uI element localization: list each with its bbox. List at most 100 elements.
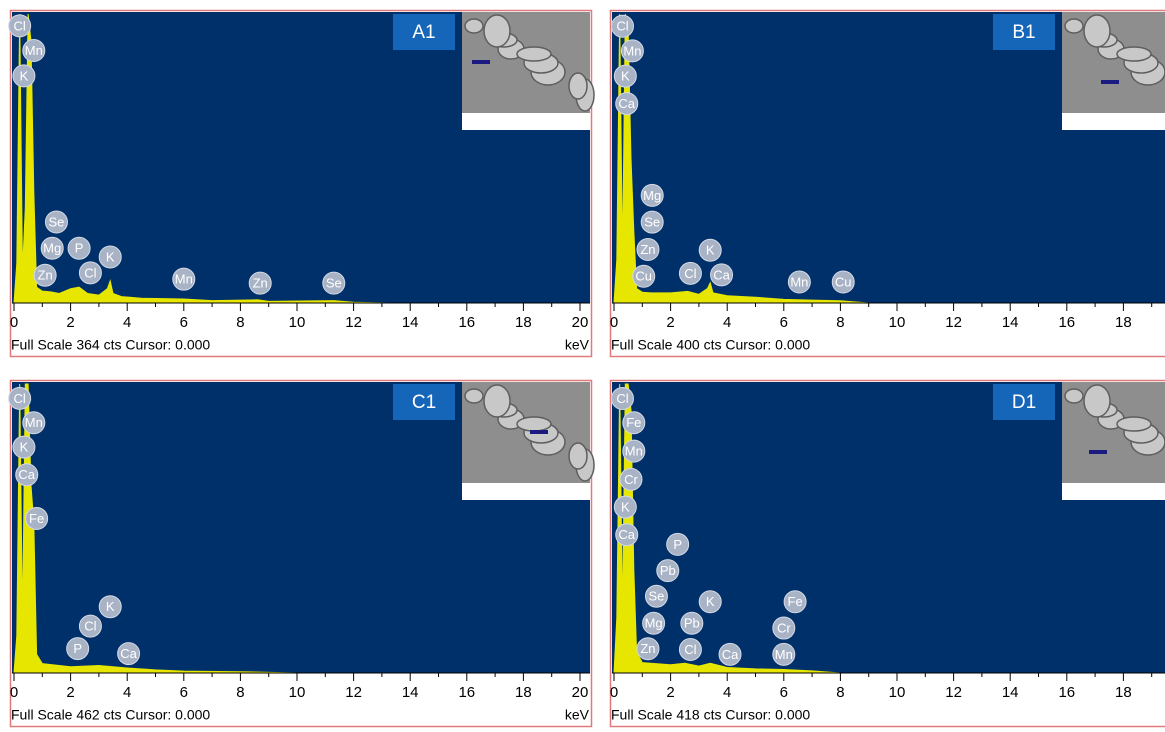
x-tick-label: 16: [458, 684, 475, 701]
x-tick-label: 6: [780, 314, 788, 331]
x-tick-label: 2: [666, 314, 674, 331]
element-label: Ca: [618, 527, 635, 542]
x-tick-label: 14: [402, 684, 419, 701]
element-label: Pb: [660, 563, 676, 578]
element-label: Mn: [25, 43, 43, 58]
sem-caption: [1062, 483, 1165, 500]
x-tick-label: 14: [1002, 314, 1019, 331]
element-label: Mn: [175, 272, 193, 287]
element-label: P: [673, 537, 682, 552]
footer: Full Scale 462 cts Cursor: 0.000: [11, 707, 210, 723]
x-tick-label: 20: [572, 314, 589, 331]
element-label: Ca: [713, 267, 730, 282]
element-label: Se: [326, 276, 342, 291]
element-label: Fe: [626, 415, 641, 430]
element-label: Se: [644, 215, 660, 230]
element-label: Ca: [722, 647, 739, 662]
x-tick-label: 0: [10, 314, 18, 331]
x-tick-label: 14: [402, 314, 419, 331]
x-tick-label: 8: [836, 314, 844, 331]
x-tick-label: 10: [289, 684, 306, 701]
x-tick-label: 18: [515, 684, 532, 701]
element-label: Cl: [14, 391, 26, 406]
element-label: K: [706, 243, 715, 258]
x-tick-label: 10: [889, 314, 906, 331]
element-label: Mg: [645, 616, 663, 631]
x-tick-label: 0: [610, 684, 618, 701]
x-tick-label: 12: [945, 684, 962, 701]
element-label: K: [20, 68, 29, 83]
panel-label: C1: [412, 392, 436, 413]
x-axis-label: keV: [565, 337, 590, 353]
x-tick-label: 4: [723, 684, 731, 701]
element-label: P: [73, 641, 82, 656]
x-tick-label: 18: [1115, 314, 1132, 331]
x-tick-label: 2: [66, 684, 74, 701]
x-tick-label: 6: [180, 314, 188, 331]
element-label: Ca: [120, 646, 137, 661]
sem-caption: [462, 483, 590, 500]
footer: Full Scale 400 cts Cursor: 0.000: [611, 337, 810, 353]
element-label: Cl: [616, 391, 628, 406]
element-label: K: [106, 249, 115, 264]
x-tick-label: 4: [723, 314, 731, 331]
element-label: Cl: [684, 266, 696, 281]
x-tick-label: 10: [289, 314, 306, 331]
x-tick-label: 12: [345, 314, 362, 331]
element-label: Fe: [788, 594, 803, 609]
element-label: Zn: [640, 641, 655, 656]
spectrum-panel: D102468101214161820Full Scale 418 cts Cu…: [610, 381, 1165, 727]
element-label: P: [75, 241, 84, 256]
element-label: Cr: [777, 620, 791, 635]
element-label: K: [706, 594, 715, 609]
element-label: Mn: [25, 415, 43, 430]
x-tick-label: 0: [10, 684, 18, 701]
element-label: Cl: [684, 642, 696, 657]
element-label: Cl: [84, 619, 96, 634]
element-label: Se: [48, 214, 64, 229]
element-label: Zn: [253, 276, 268, 291]
element-label: Ca: [18, 467, 35, 482]
element-label: Cu: [835, 274, 852, 289]
x-tick-label: 8: [236, 684, 244, 701]
spectrum-panel: B102468101214161820Full Scale 400 cts Cu…: [610, 11, 1165, 357]
footer: Full Scale 418 cts Cursor: 0.000: [611, 707, 810, 723]
page: {"chart_data": [ {"type": "line", "title…: [0, 0, 1165, 732]
x-tick-label: 8: [836, 684, 844, 701]
element-label: Mn: [625, 444, 643, 459]
element-label: Cl: [84, 265, 96, 280]
panel-label: A1: [412, 22, 435, 43]
element-label: Fe: [29, 511, 44, 526]
element-label: Cr: [624, 472, 638, 487]
x-tick-label: 16: [458, 314, 475, 331]
element-label: K: [106, 599, 115, 614]
element-label: K: [621, 500, 630, 515]
element-label: Ca: [618, 96, 635, 111]
element-label: Zn: [640, 242, 655, 257]
x-tick-label: 0: [610, 314, 618, 331]
x-tick-label: 12: [345, 684, 362, 701]
element-label: Cu: [635, 269, 652, 284]
element-label: Pb: [684, 616, 700, 631]
element-label: Cl: [616, 19, 628, 34]
element-label: Mg: [643, 188, 661, 203]
element-label: Zn: [38, 268, 53, 283]
element-label: K: [20, 440, 29, 455]
x-tick-label: 18: [515, 314, 532, 331]
element-label: Cl: [14, 18, 26, 33]
element-label: Se: [648, 589, 664, 604]
panel-label: B1: [1012, 22, 1035, 43]
x-axis-label: keV: [565, 707, 590, 723]
element-label: Mn: [790, 274, 808, 289]
x-tick-label: 16: [1058, 684, 1075, 701]
x-tick-label: 6: [780, 684, 788, 701]
footer: Full Scale 364 cts Cursor: 0.000: [11, 337, 210, 353]
figure: A102468101214161820Full Scale 364 cts Cu…: [0, 0, 1165, 732]
element-label: Mg: [43, 241, 61, 256]
element-label: Mn: [623, 43, 641, 58]
x-tick-label: 2: [666, 684, 674, 701]
x-tick-label: 14: [1002, 684, 1019, 701]
x-tick-label: 4: [123, 314, 131, 331]
x-tick-label: 8: [236, 314, 244, 331]
